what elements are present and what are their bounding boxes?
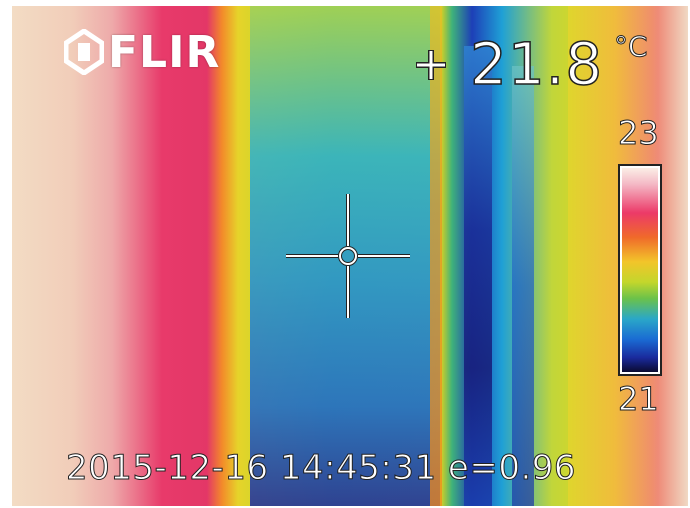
emissivity-text: e=0.96 bbox=[447, 448, 577, 489]
cold-stripe-region bbox=[512, 66, 534, 506]
measurement-crosshair-icon bbox=[286, 194, 410, 318]
info-footer: 2015-12-16 14:45:31 e=0.96 bbox=[66, 448, 577, 489]
logo-text: FLIR bbox=[108, 26, 221, 78]
warm-frame-region bbox=[430, 6, 442, 506]
spot-crosshair-icon bbox=[416, 50, 446, 80]
flir-logo: FLIR bbox=[64, 26, 220, 78]
scale-max-value: 23 bbox=[618, 114, 660, 153]
temperature-unit: °C bbox=[614, 30, 649, 64]
timestamp-text: 2015-12-16 14:45:31 bbox=[66, 448, 437, 489]
spot-temperature-value: 21.8 bbox=[469, 29, 604, 99]
color-scale-bar bbox=[618, 164, 662, 376]
cold-stripe-region bbox=[464, 46, 492, 506]
flir-logo-icon bbox=[64, 29, 104, 75]
scale-min-value: 21 bbox=[618, 380, 660, 419]
